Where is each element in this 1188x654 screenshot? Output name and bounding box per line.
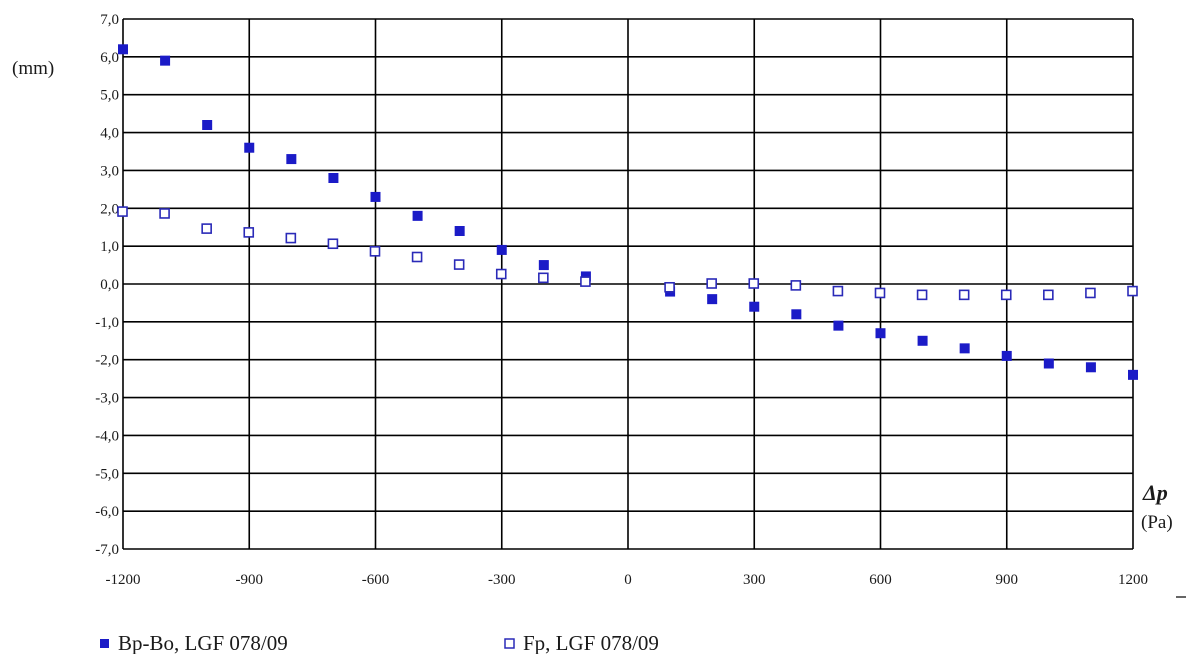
data-point-fp xyxy=(874,287,886,299)
data-point-fp xyxy=(285,232,297,244)
data-point-bp-bo xyxy=(538,260,549,271)
y-tick-label: -5,0 xyxy=(95,466,119,482)
data-point-fp xyxy=(958,289,970,301)
data-point-fp xyxy=(453,259,465,270)
legend-label-bp-bo: Bp-Bo, LGF 078/09 xyxy=(118,631,288,654)
y-tick-label: -6,0 xyxy=(95,504,119,520)
data-point-fp xyxy=(1127,285,1138,297)
y-tick-label: -2,0 xyxy=(95,353,119,369)
series-fp xyxy=(117,206,1138,301)
x-tick-label: -300 xyxy=(488,572,516,588)
data-point-fp xyxy=(1000,289,1012,301)
data-point-fp xyxy=(327,238,339,250)
data-point-bp-bo xyxy=(160,55,171,66)
data-point-fp xyxy=(1085,287,1096,299)
data-point-fp xyxy=(243,227,255,238)
y-tick-label: -7,0 xyxy=(95,542,119,558)
data-point-fp xyxy=(201,223,212,234)
y-tick-label: -4,0 xyxy=(95,428,119,444)
y-tick-label: -3,0 xyxy=(95,391,119,407)
data-point-bp-bo xyxy=(118,44,128,55)
x-tick-label: 300 xyxy=(743,572,766,588)
y-tick-label: 2,0 xyxy=(100,201,119,217)
legend-marker-fp xyxy=(504,638,515,649)
data-point-bp-bo xyxy=(370,191,381,202)
data-point-bp-bo xyxy=(244,142,255,153)
y-tick-label: 6,0 xyxy=(100,50,119,66)
data-point-fp xyxy=(495,268,507,280)
x-tick-label: 1200 xyxy=(1118,572,1148,588)
data-point-bp-bo xyxy=(1128,369,1138,380)
data-point-bp-bo xyxy=(1043,358,1054,369)
data-point-fp xyxy=(832,285,844,297)
data-point-fp xyxy=(790,280,802,291)
data-point-bp-bo xyxy=(328,173,339,183)
x-tick-label: -600 xyxy=(362,572,390,588)
data-point-fp xyxy=(1043,289,1054,301)
data-point-fp xyxy=(159,208,170,219)
x-axis-ticks: -1200 -900 -600 -300 0 300 600 900 1200 xyxy=(106,572,1149,588)
data-point-fp xyxy=(117,206,128,217)
data-point-bp-bo xyxy=(875,328,886,339)
data-point-bp-bo xyxy=(959,343,970,354)
x-tick-label: 600 xyxy=(869,572,892,588)
data-point-fp xyxy=(748,278,760,289)
data-point-bp-bo xyxy=(791,309,802,320)
series-bp-bo xyxy=(118,44,1138,380)
data-point-bp-bo xyxy=(496,244,507,255)
data-point-fp xyxy=(411,251,423,263)
data-point-bp-bo xyxy=(454,226,465,236)
y-axis-unit-label: (mm) xyxy=(12,58,54,79)
data-point-bp-bo xyxy=(833,320,844,331)
data-point-bp-bo xyxy=(286,154,297,165)
x-axis-unit-label: (Pa) xyxy=(1141,512,1173,533)
data-point-fp xyxy=(664,281,675,293)
y-tick-label: 0,0 xyxy=(100,277,119,293)
x-tick-label: -900 xyxy=(236,572,264,588)
x-tick-label: -1200 xyxy=(106,572,141,588)
legend: Bp-Bo, LGF 078/09 Fp, LGF 078/09 xyxy=(100,631,659,654)
x-tick-label: 900 xyxy=(996,572,1019,588)
data-point-fp xyxy=(580,276,591,287)
data-point-fp xyxy=(916,289,928,301)
y-axis-ticks: 7,0 6,0 5,0 4,0 3,0 2,0 1,0 0,0 -1,0 -2,0 -3,0 -4,0… xyxy=(95,12,119,558)
legend-label-fp: Fp, LGF 078/09 xyxy=(523,631,659,654)
data-point-fp xyxy=(538,272,549,284)
y-tick-label: -1,0 xyxy=(95,315,119,331)
legend-marker-bp-bo xyxy=(100,639,109,648)
data-point-bp-bo xyxy=(1001,350,1012,361)
data-point-bp-bo xyxy=(917,335,928,346)
y-tick-label: 4,0 xyxy=(100,126,119,142)
y-tick-label: 7,0 xyxy=(100,12,119,28)
data-point-bp-bo xyxy=(749,301,760,312)
y-tick-label: 1,0 xyxy=(100,239,119,255)
data-point-fp xyxy=(706,278,717,289)
data-point-bp-bo xyxy=(412,210,423,221)
data-point-bp-bo xyxy=(202,120,213,130)
y-tick-label: 5,0 xyxy=(100,88,119,104)
x-axis-symbol-label: Δp xyxy=(1142,480,1168,505)
x-tick-label: 0 xyxy=(624,572,632,588)
data-point-bp-bo xyxy=(1085,362,1096,373)
grid xyxy=(122,18,1134,550)
y-tick-label: 3,0 xyxy=(100,163,119,179)
data-point-fp xyxy=(369,246,381,257)
data-point-bp-bo xyxy=(707,294,718,305)
